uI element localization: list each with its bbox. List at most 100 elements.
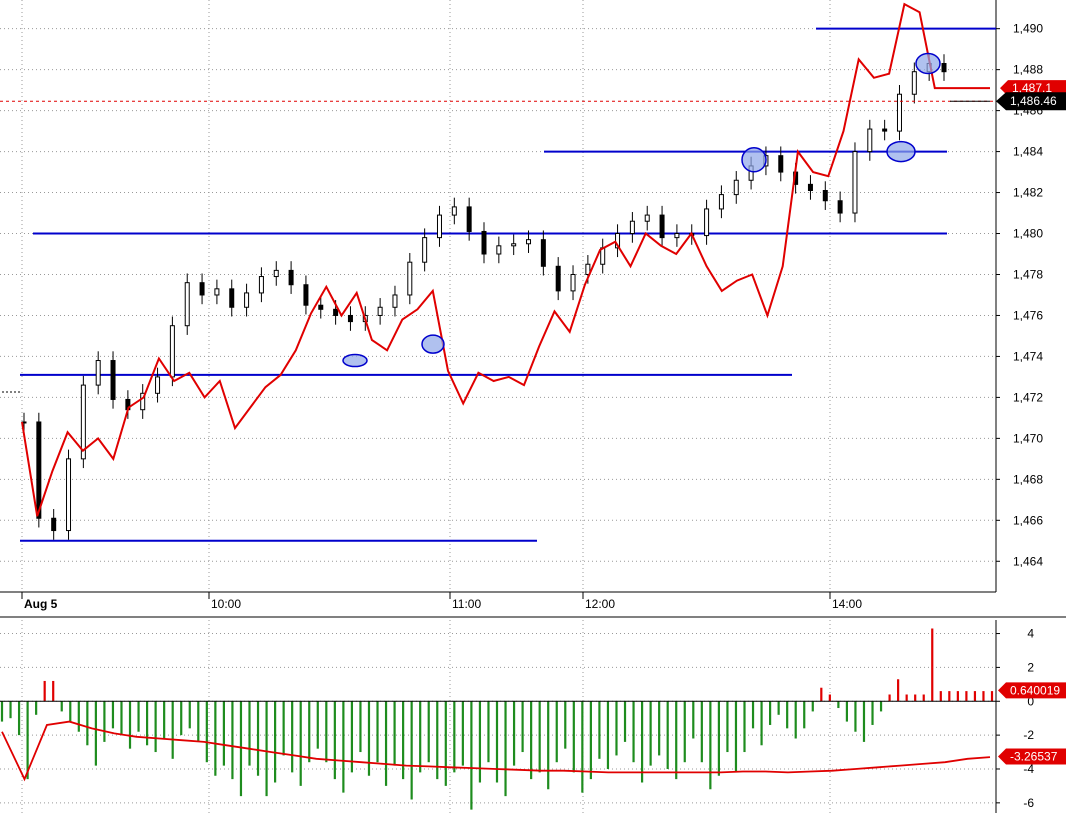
candle-body: [674, 233, 680, 239]
last-price-tag-label: 1,486.46: [1010, 94, 1057, 108]
indicator-tick-label: 2: [1027, 660, 1034, 674]
highlight-marker: [342, 353, 368, 368]
candle-body: [407, 261, 413, 296]
candle-body: [214, 288, 220, 296]
red-line-tag-label: 1,487.1: [1012, 81, 1052, 95]
candle-body: [303, 284, 309, 306]
price-tick-label: 1,482: [1013, 186, 1043, 200]
candle-body: [570, 273, 576, 292]
highlight-marker: [741, 147, 767, 173]
candle-body: [51, 517, 57, 532]
price-tick-label: 1,466: [1013, 513, 1043, 527]
red-price-line: [21, 2, 950, 517]
indicator-tick-label: 0: [1027, 694, 1034, 708]
date-label: Aug 5: [24, 597, 58, 611]
candle-body: [807, 183, 813, 192]
candle-body: [436, 214, 442, 239]
candle-body: [852, 151, 858, 214]
time-label: 10:00: [211, 597, 241, 611]
histogram-value-tag: [998, 682, 1066, 699]
signal-line: [1, 720, 991, 782]
candles: [21, 54, 947, 540]
candle-body: [896, 93, 902, 132]
price-tick-label: 1,484: [1013, 145, 1043, 159]
candle-body: [466, 206, 472, 232]
candle-body: [629, 220, 635, 235]
price-tick-label: 1,468: [1013, 472, 1043, 486]
price-tick-label: 1,474: [1013, 349, 1043, 363]
candle-body: [333, 308, 339, 316]
candle-body: [155, 376, 161, 394]
histogram-value-label: 0.640019: [1010, 683, 1060, 697]
candle-body: [867, 128, 873, 153]
price-tick-labels: 1,464 1,466 1,468 1,470 1,472 1,474 1,476 1,478…: [996, 22, 1043, 568]
grid-lines: [0, 0, 996, 813]
candle-body: [184, 282, 190, 327]
candle-body: [318, 304, 324, 310]
highlight-markers: [342, 52, 941, 368]
red-line-tag: [1000, 80, 1066, 97]
candle-body: [273, 269, 279, 278]
time-label: 11:00: [452, 597, 481, 611]
candle-body: [659, 214, 665, 239]
time-label: 12:00: [585, 597, 615, 611]
price-tick-label: 1,464: [1013, 554, 1043, 568]
candle-body: [555, 265, 561, 292]
indicator-tick-label: -6: [1023, 796, 1034, 810]
candle-body: [733, 179, 739, 196]
indicator-tick-labels: -6 -4 -2 0 2 4: [996, 627, 1034, 810]
indicator-tick-label: -4: [1023, 762, 1034, 776]
histogram: [0, 628, 994, 810]
candle-body: [377, 306, 383, 316]
candle-body: [110, 360, 116, 400]
candle-body: [347, 314, 353, 323]
candle-body: [481, 230, 487, 255]
indicator-tick-label: -2: [1023, 728, 1034, 742]
highlight-marker: [421, 334, 445, 354]
candle-body: [496, 245, 502, 255]
candle-body: [451, 206, 457, 216]
candle-body: [941, 63, 947, 73]
last-price-tag: [996, 92, 1066, 111]
price-tick-label: 1,470: [1013, 431, 1043, 445]
highlight-marker: [886, 140, 916, 163]
candle-body: [140, 392, 146, 411]
candle-body: [66, 458, 72, 532]
candle-body: [704, 208, 710, 237]
candle-body: [778, 155, 784, 173]
candle-body: [511, 243, 517, 247]
candle-body: [526, 239, 532, 245]
candle-body: [392, 294, 398, 308]
signal-value-tag: [998, 748, 1066, 765]
price-tick-label: 1,488: [1013, 63, 1043, 77]
candle-body: [258, 276, 264, 294]
time-label: 14:00: [832, 597, 862, 611]
price-tick-label: 1,472: [1013, 390, 1043, 404]
candle-body: [95, 360, 101, 386]
candle-body: [422, 237, 428, 263]
candle-body: [882, 128, 888, 132]
price-tick-label: 1,478: [1013, 267, 1043, 281]
time-labels: Aug 5 10:00 11:00 12:00 14:00: [21, 592, 862, 611]
candle-body: [585, 263, 591, 275]
candle-body: [540, 239, 546, 267]
candle-body: [911, 71, 917, 95]
candle-body: [822, 190, 828, 202]
signal-value-label: -3.26537: [1010, 750, 1058, 764]
price-tick-label: 1,480: [1013, 227, 1043, 241]
indicator-tick-label: 4: [1027, 627, 1034, 641]
highlight-marker: [915, 52, 941, 75]
price-tick-label: 1,490: [1013, 22, 1043, 36]
candle-body: [169, 325, 175, 378]
price-tick-label: 1,476: [1013, 308, 1043, 322]
candle-body: [36, 421, 42, 519]
candle-body: [80, 384, 86, 460]
candle-body: [644, 214, 650, 222]
candle-body: [718, 194, 724, 210]
candle-body: [288, 269, 294, 286]
candle-body: [244, 292, 250, 308]
candle-body: [837, 200, 843, 214]
candle-body: [199, 282, 205, 296]
